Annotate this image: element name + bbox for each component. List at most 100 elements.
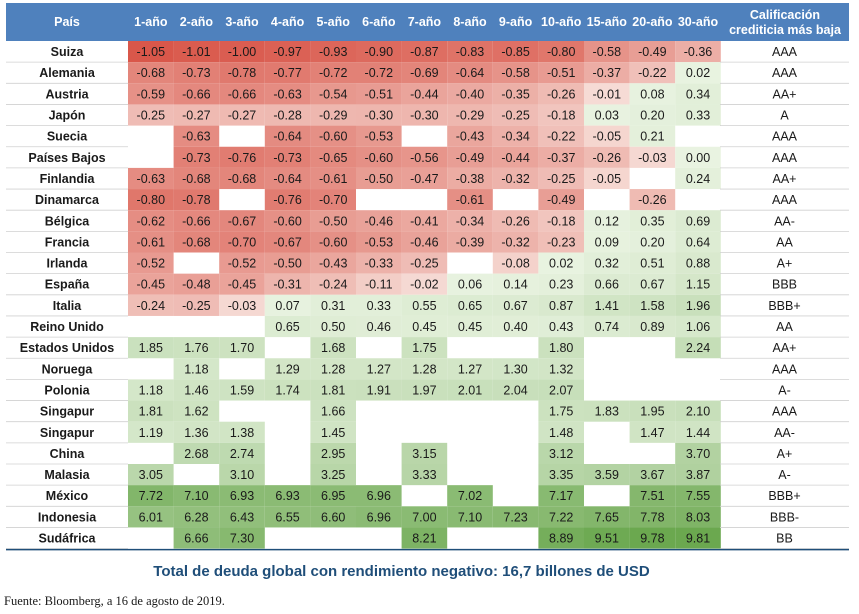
heatmap-cell (264, 231, 311, 253)
cell-value: 0.08 (640, 87, 664, 101)
heatmap-cell (310, 421, 356, 443)
cell-value: -0.37 (547, 151, 576, 165)
column-header: 5-año (317, 15, 351, 29)
heatmap-cell (173, 104, 220, 126)
heatmap-cell (128, 231, 174, 253)
heatmap-cell (310, 41, 356, 63)
heatmap-cell (447, 146, 493, 168)
heatmap-cell (629, 210, 676, 232)
cell-value: -0.73 (273, 151, 302, 165)
cell-value: -0.61 (456, 193, 485, 207)
heatmap-cell (310, 62, 356, 84)
cell-value: 8.03 (686, 510, 710, 524)
cell-value: 0.03 (595, 109, 619, 123)
rating-value: AAA (772, 193, 798, 207)
heatmap-cell (584, 104, 630, 126)
cell-value: -0.34 (501, 130, 530, 144)
heatmap-cell (538, 506, 584, 528)
heatmap-cell (629, 485, 676, 507)
rating-value: A- (778, 468, 791, 482)
heatmap-cell (629, 315, 676, 338)
heatmap-cell (538, 41, 584, 63)
cell-value: -0.03 (638, 151, 667, 165)
cell-value: 7.78 (640, 510, 664, 524)
heatmap-cell (675, 442, 721, 464)
cell-value: -0.02 (410, 278, 439, 292)
cell-value: -0.60 (319, 235, 348, 249)
heatmap-cell (538, 527, 584, 549)
cell-value: 7.22 (549, 510, 573, 524)
cell-value: 1.44 (686, 426, 710, 440)
cell-value: 2.07 (549, 383, 573, 397)
cell-value: 0.14 (503, 278, 527, 292)
row-label: Irlanda (47, 257, 89, 271)
cell-value: 0.74 (595, 320, 619, 334)
heatmap-cell (264, 506, 311, 528)
cell-value: -0.25 (501, 109, 530, 123)
cell-value: -0.22 (638, 66, 667, 80)
heatmap-cell (401, 104, 448, 126)
heatmap-cell (173, 41, 220, 63)
heatmap-cell (356, 83, 402, 105)
heatmap-cell (128, 294, 174, 316)
heatmap-cell (401, 315, 448, 338)
heatmap-cell (219, 83, 265, 105)
cell-value: 1.97 (412, 383, 436, 397)
heatmap-cell (264, 146, 311, 168)
heatmap-cell (492, 273, 539, 295)
rating-value: AAA (772, 45, 798, 59)
cell-value: 0.87 (549, 299, 573, 313)
cell-value: 7.55 (686, 489, 710, 503)
cell-value: 0.45 (458, 320, 482, 334)
cell-value: 0.69 (686, 214, 710, 228)
heatmap-cell (538, 400, 584, 422)
cell-value: -0.40 (456, 87, 485, 101)
heatmap-cell (128, 83, 174, 105)
column-header: 15-año (587, 15, 628, 29)
heatmap-cell (629, 421, 676, 443)
heatmap-cell (264, 485, 311, 507)
cell-value: -0.24 (137, 299, 166, 313)
heatmap-cell (629, 146, 676, 168)
cell-value: -0.11 (365, 278, 393, 292)
heatmap-cell (584, 273, 630, 295)
rating-value: BB (776, 532, 793, 546)
cell-value: 0.88 (686, 257, 710, 271)
heatmap-cell (356, 485, 402, 507)
heatmap-cell (538, 83, 584, 105)
cell-value: -0.49 (638, 45, 667, 59)
column-header: 6-año (362, 15, 396, 29)
cell-value: 3.59 (595, 468, 619, 482)
cell-value: -0.33 (365, 257, 394, 271)
cell-value: -0.52 (137, 257, 166, 271)
cell-value: 1.62 (184, 405, 208, 419)
cell-value: 7.10 (184, 489, 208, 503)
cell-value: 0.09 (595, 235, 619, 249)
row-label: Suiza (51, 45, 85, 59)
heatmap-cell (538, 464, 584, 486)
heatmap-cell (447, 358, 493, 380)
heatmap-cell (128, 62, 174, 84)
column-header: 9-año (499, 15, 533, 29)
heatmap-cell (128, 506, 174, 528)
row-label: Noruega (42, 362, 94, 376)
cell-value: 1.75 (549, 405, 573, 419)
heatmap-cell (310, 146, 356, 168)
rating-value: A (780, 109, 789, 123)
heatmap-cell (538, 167, 584, 190)
cell-value: -0.26 (638, 193, 667, 207)
heatmap-cell (675, 167, 721, 190)
heatmap-cell (492, 379, 539, 401)
heatmap-cell (264, 62, 311, 84)
heatmap-cell (629, 464, 676, 486)
cell-value: -0.77 (273, 66, 302, 80)
cell-value: -0.45 (137, 278, 166, 292)
cell-value: -0.29 (456, 109, 485, 123)
cell-value: 0.00 (686, 151, 710, 165)
heatmap-cell (401, 442, 448, 464)
heatmap-cell (584, 315, 630, 338)
row-label: Suecia (47, 130, 88, 144)
heatmap-cell (128, 464, 174, 486)
heatmap-cell (173, 146, 220, 168)
heatmap-cell (492, 125, 539, 147)
